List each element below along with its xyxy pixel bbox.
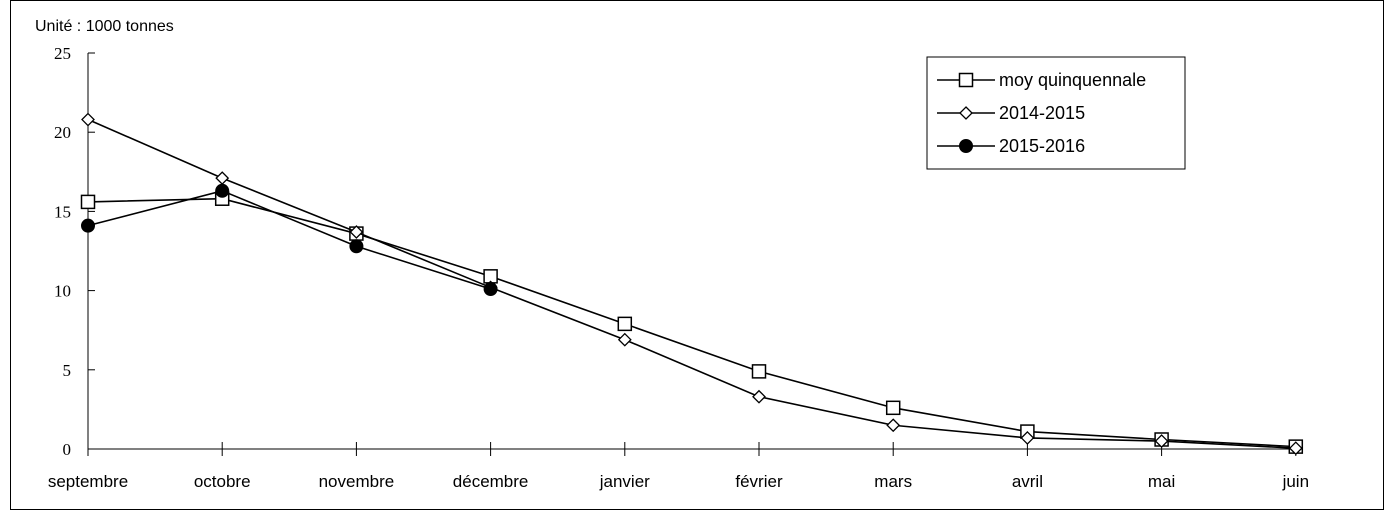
series-line xyxy=(87,197,1296,448)
unit-label: Unité : 1000 tonnes xyxy=(35,18,174,35)
series-line xyxy=(87,118,1296,450)
data-point-marker xyxy=(1154,434,1169,448)
legend-marker xyxy=(959,106,973,120)
line-chart: Unité : 1000 tonnes 0 5 10 15 20 25 septembre o… xyxy=(35,18,1309,491)
x-tick-label: octobre xyxy=(194,472,251,491)
axes: 0 5 10 15 20 25 septembre octobre novembre décemb… xyxy=(48,44,1309,491)
x-tick-label: avril xyxy=(1012,472,1043,491)
data-point-marker xyxy=(1288,441,1303,456)
chart-frame: Unité : 1000 tonnes 0 5 10 15 20 25 septembre o… xyxy=(10,0,1384,510)
data-point-marker xyxy=(751,364,767,379)
legend-marker xyxy=(958,72,974,88)
y-tick-label: 25 xyxy=(54,44,71,63)
data-point-marker xyxy=(752,389,766,404)
x-tick-label: septembre xyxy=(48,472,128,491)
x-tick-label: juin xyxy=(1282,472,1309,491)
series-line xyxy=(87,189,491,290)
data-point-marker xyxy=(215,171,230,186)
y-tick-label: 0 xyxy=(63,440,72,459)
x-tick-label: mai xyxy=(1148,472,1175,491)
legend-label: 2015-2016 xyxy=(999,136,1085,156)
data-point-marker xyxy=(80,194,96,210)
data-point-marker xyxy=(215,183,230,198)
data-point-marker xyxy=(349,239,364,254)
y-tick-label: 5 xyxy=(63,361,72,380)
data-point-marker xyxy=(617,316,633,332)
x-tick-label: février xyxy=(735,472,783,491)
legend-label: moy quinquennale xyxy=(999,70,1146,90)
legend-marker xyxy=(959,139,973,153)
data-point-marker xyxy=(1020,430,1035,445)
legend: moy quinquennale 2014-2015 2015-2016 xyxy=(926,56,1186,170)
data-point-marker xyxy=(617,332,632,347)
data-point-marker xyxy=(483,282,498,297)
data-point-marker xyxy=(886,418,901,433)
data-point-marker xyxy=(81,218,95,233)
data-point-marker xyxy=(349,225,364,239)
series-2015-2016 xyxy=(81,183,498,297)
legend-label: 2014-2015 xyxy=(999,103,1085,123)
y-tick-label: 15 xyxy=(54,202,71,221)
x-tick-label: décembre xyxy=(453,472,529,491)
data-point-marker xyxy=(81,112,95,127)
x-tick-label: janvier xyxy=(599,472,650,491)
series-moy-quinquennale xyxy=(80,191,1304,454)
x-tick-label: mars xyxy=(874,472,912,491)
series-layer xyxy=(80,112,1304,456)
x-tick-label: novembre xyxy=(319,472,395,491)
y-tick-label: 20 xyxy=(54,123,71,142)
data-point-marker xyxy=(885,400,901,416)
y-tick-label: 10 xyxy=(54,282,71,301)
